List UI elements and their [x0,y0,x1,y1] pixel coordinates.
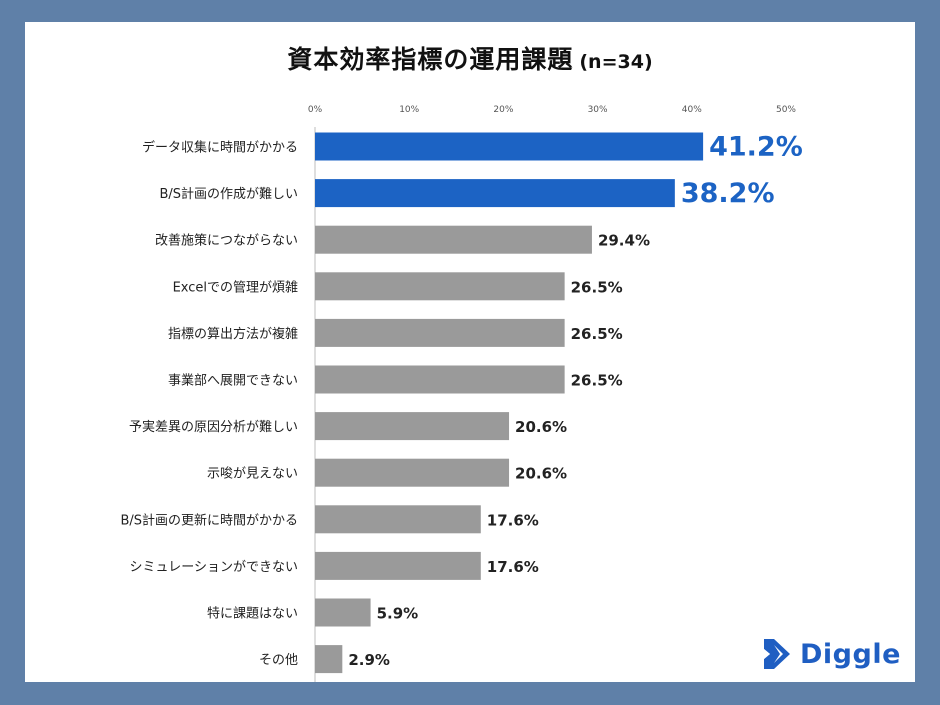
bar [315,645,343,674]
category-label: 改善施策につながらない [155,233,298,249]
bar [315,458,510,487]
category-label: データ収集に時間がかかる [142,140,298,156]
data-label: 41.2% [709,132,803,163]
bar [315,365,565,394]
category-label: その他 [259,653,298,668]
data-label: 29.4% [598,232,650,250]
bar [315,179,675,208]
bar [315,225,592,254]
brand-name: Diggle [800,638,901,670]
data-label: 17.6% [487,511,539,529]
data-label: 2.9% [348,651,390,669]
data-label: 20.6% [515,465,567,483]
data-label: 26.5% [571,278,623,296]
category-label: 示唆が見えない [207,466,298,482]
bar [315,272,565,301]
data-label: 26.5% [571,325,623,343]
title-text: 資本効率指標の運用課題 [287,45,574,74]
bar [315,412,510,441]
data-label: 17.6% [487,558,539,576]
bar [315,505,481,534]
data-label: 26.5% [571,372,623,390]
category-label: 特に課題はない [207,606,298,622]
category-label: B/S計画の作成が難しい [159,186,298,202]
category-label: 指標の算出方法が複雑 [168,326,298,342]
x-tick-label: 20% [493,105,513,115]
x-tick-label: 10% [399,105,419,115]
category-label: シミュレーションができない [130,560,298,575]
category-label: Excelでの管理が煩雑 [173,279,298,295]
diggle-logo-icon [764,639,790,669]
category-label: 事業部へ展開できない [168,373,298,389]
x-tick-label: 50% [776,105,796,115]
bar [315,598,371,627]
data-label: 5.9% [377,605,419,623]
data-label: 20.6% [515,418,567,436]
x-tick-label: 40% [682,105,702,115]
bar [315,318,565,347]
category-label: B/S計画の更新に時間がかかる [120,512,298,528]
brand-logo: Diggle [760,636,901,672]
sample-size: (n=34) [579,51,653,73]
chart-title: 資本効率指標の運用課題 (n=34) [0,40,940,76]
data-label: 38.2% [681,178,775,209]
x-tick-label: 0% [308,105,323,115]
bar [315,551,481,580]
category-label: 予実差異の原因分析が難しい [129,419,298,435]
bar [315,132,704,161]
x-tick-label: 30% [588,105,608,115]
